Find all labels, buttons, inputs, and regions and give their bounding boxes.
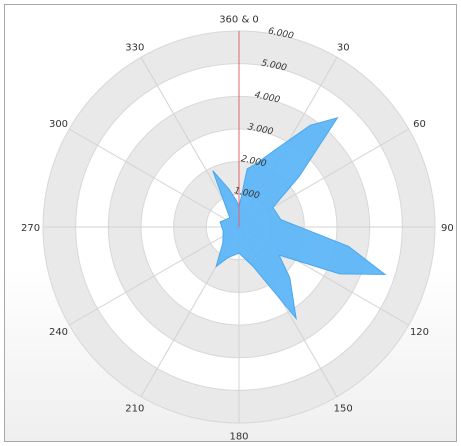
angle-tick-label: 150 (334, 403, 353, 414)
angle-tick-label: 90 (441, 223, 454, 234)
angle-tick-label: 180 (229, 431, 248, 442)
angle-tick-label: 30 (337, 43, 350, 54)
angle-tick-labels: 360 & 0 30 60 90 120 150 180 210 240 270 300 330 (21, 15, 454, 443)
series-area-0 (212, 116, 387, 321)
angle-tick-label: 270 (21, 223, 40, 234)
series-layer (212, 116, 387, 321)
angle-tick-label: 300 (49, 119, 68, 130)
angle-tick-label: 330 (125, 43, 144, 54)
angle-tick-label: 120 (410, 327, 429, 338)
angle-tick-label: 60 (413, 119, 426, 130)
spoke-240 (69, 226, 240, 326)
angle-tick-label: 210 (125, 403, 144, 414)
chart-frame: 1.000 2.000 3.000 4.000 5.000 6.000 360 & 0 30… (4, 4, 457, 442)
angle-tick-label: 360 & 0 (219, 15, 259, 26)
spoke-300 (69, 128, 240, 228)
angle-tick-label: 240 (49, 327, 68, 338)
